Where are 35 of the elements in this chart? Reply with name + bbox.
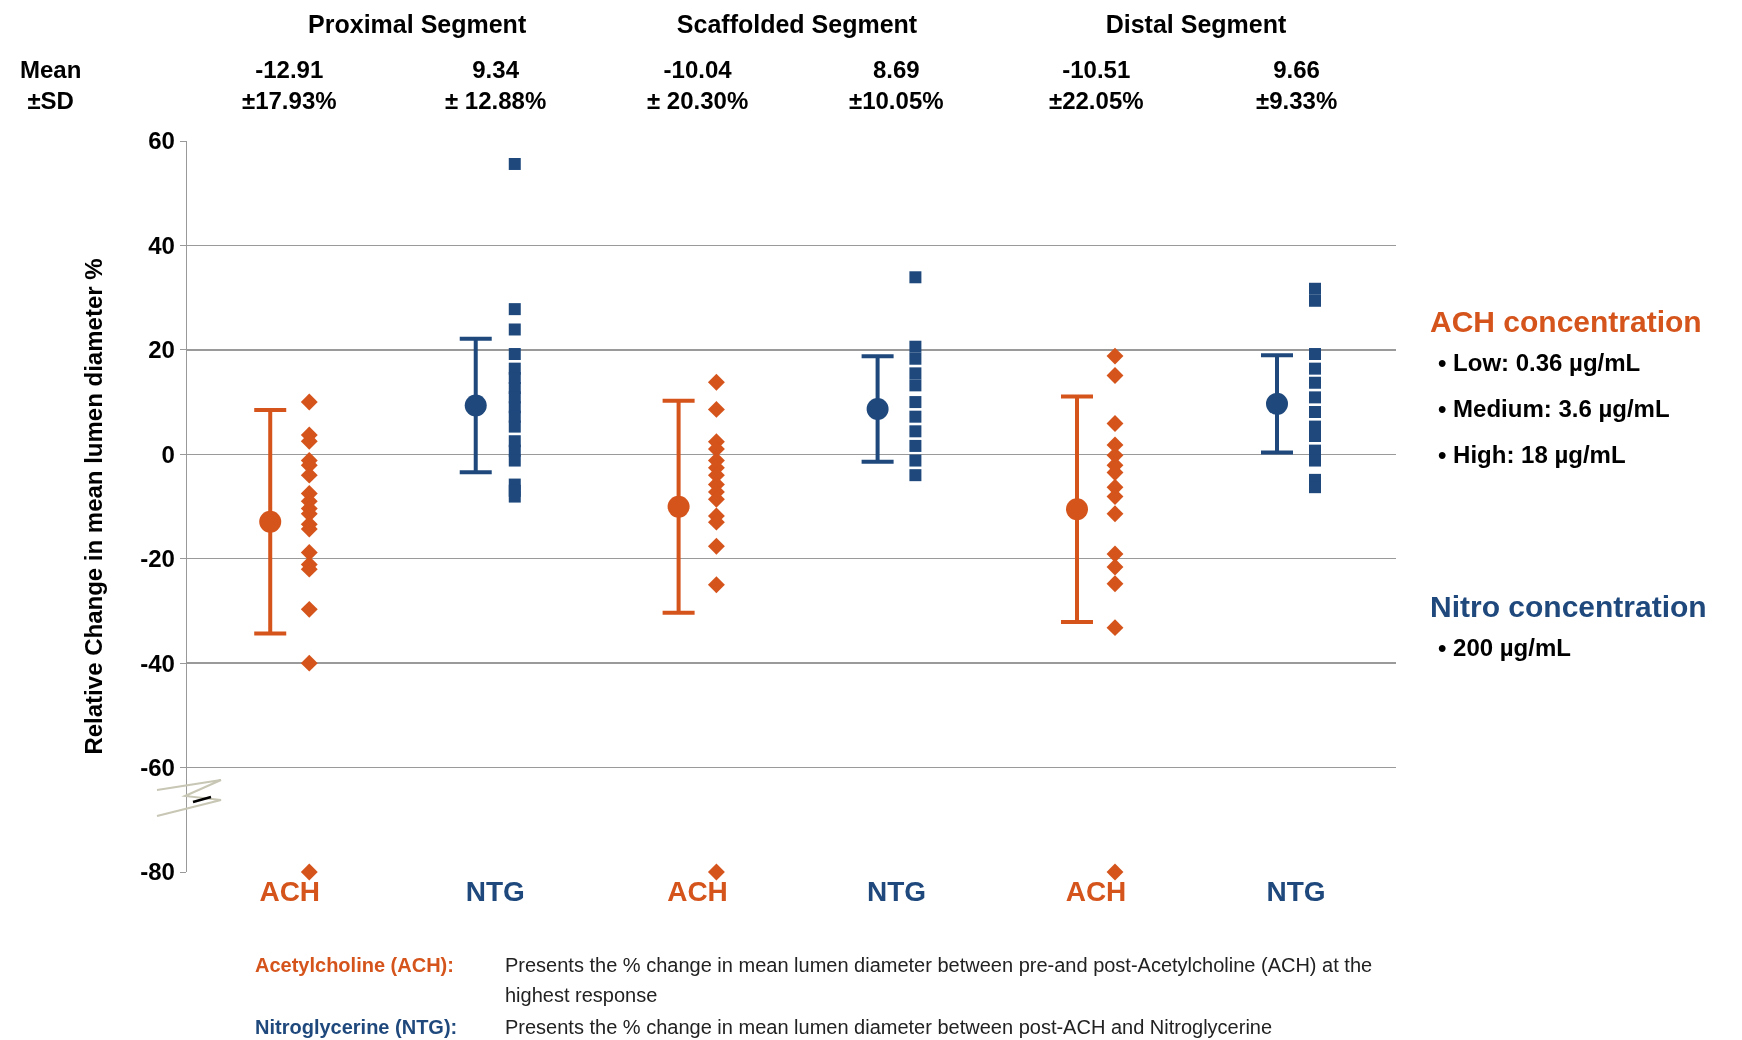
text: -10.51 ±22.05% xyxy=(1049,56,1144,115)
text: -10.04 ± 20.30% xyxy=(647,56,749,115)
x-tick-label: ACH xyxy=(1065,876,1127,907)
text: Presents the % change in mean lumen diameter between pre-and post-Acetylcholine (ACH) at the highest response xyxy=(505,953,1374,1008)
text: Mean ±SD xyxy=(20,56,82,115)
x-tick-label: NTG xyxy=(1266,876,1326,907)
chart-title: Distal Segment xyxy=(1105,9,1287,38)
text: Nitro concentration xyxy=(1430,590,1707,624)
text: 9.34 ± 12.88% xyxy=(445,56,547,115)
text: 8.69 ±10.05% xyxy=(849,56,944,115)
text: • Low: 0.36 µg/mL xyxy=(1438,349,1642,377)
x-tick-label: NTG xyxy=(465,876,525,907)
text: • Medium: 3.6 µg/mL xyxy=(1438,395,1671,423)
y-tick-label: -60 xyxy=(140,753,175,781)
text: 9.66 ±9.33% xyxy=(1256,56,1338,115)
y-tick-label: 40 xyxy=(148,231,175,259)
text: • High: 18 µg/mL xyxy=(1438,441,1627,469)
y-axis-title: Relative Change in mean lumen diameter % xyxy=(80,258,108,755)
y-tick-label: 0 xyxy=(161,440,175,468)
x-tick-label: NTG xyxy=(866,876,927,907)
y-tick-label: -80 xyxy=(140,858,175,886)
text: Nitroglycerine (NTG): xyxy=(255,1015,459,1040)
y-tick-label: -40 xyxy=(140,649,175,677)
text: ACH concentration xyxy=(1430,305,1702,339)
text: • 200 µg/mL xyxy=(1438,634,1572,662)
text: -12.91 ±17.93% xyxy=(242,56,337,115)
x-tick-label: ACH xyxy=(667,876,728,907)
y-tick-label: 60 xyxy=(148,127,175,155)
text: Acetylcholine (ACH): xyxy=(255,953,455,978)
chart-title: Scaffolded Segment xyxy=(676,9,918,38)
chart-title: Proximal Segment xyxy=(308,9,527,38)
text: Presents the % change in mean lumen diameter between post-ACH and Nitroglycerine xyxy=(505,1015,1274,1040)
y-tick-label: -20 xyxy=(140,545,175,573)
y-tick-label: 20 xyxy=(148,336,175,364)
x-tick-label: ACH xyxy=(259,876,321,907)
